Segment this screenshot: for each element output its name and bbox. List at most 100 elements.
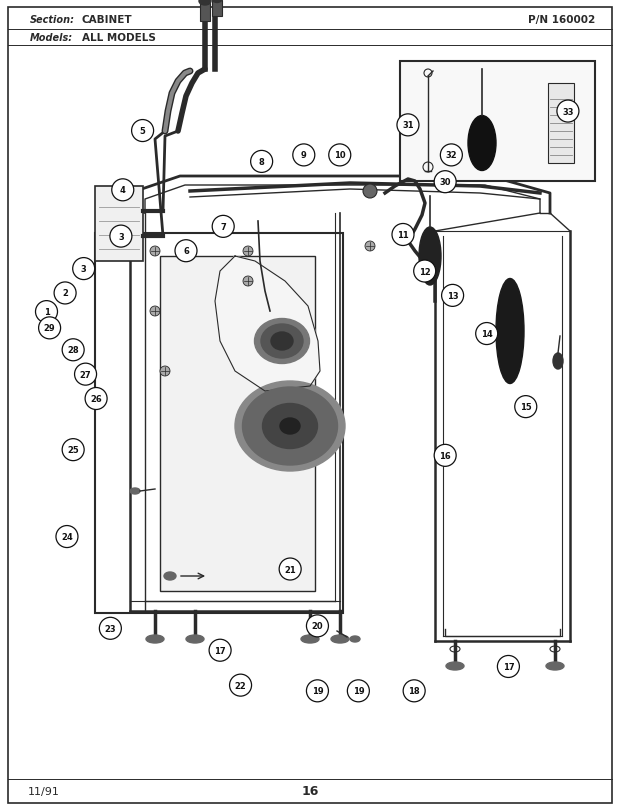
Text: 13: 13 (447, 291, 458, 301)
Ellipse shape (164, 573, 176, 581)
Bar (548, 84, 574, 164)
Text: 33: 33 (562, 107, 574, 117)
Circle shape (229, 674, 252, 697)
Bar (200, 4, 210, 22)
Text: 14: 14 (481, 329, 492, 339)
Ellipse shape (212, 0, 222, 3)
Ellipse shape (496, 279, 524, 384)
Ellipse shape (419, 228, 441, 285)
Ellipse shape (280, 418, 300, 435)
Circle shape (365, 242, 375, 251)
Text: 5: 5 (140, 127, 146, 136)
Text: 10: 10 (334, 151, 345, 161)
Circle shape (306, 615, 329, 637)
Circle shape (56, 526, 78, 548)
Polygon shape (215, 257, 320, 392)
Circle shape (397, 114, 419, 137)
Ellipse shape (301, 635, 319, 643)
Text: 32: 32 (446, 151, 457, 161)
Circle shape (476, 323, 498, 345)
Text: 11: 11 (397, 230, 409, 240)
Circle shape (99, 617, 122, 640)
Text: 1: 1 (43, 307, 50, 317)
Text: 9: 9 (301, 151, 307, 161)
Ellipse shape (553, 354, 563, 370)
Text: 24: 24 (61, 532, 73, 542)
Ellipse shape (546, 663, 564, 670)
Text: 16: 16 (440, 451, 451, 461)
Circle shape (54, 282, 76, 305)
Circle shape (160, 367, 170, 376)
Text: 8: 8 (259, 157, 265, 167)
Circle shape (392, 224, 414, 247)
Text: Section:: Section: (30, 15, 75, 25)
Text: 16: 16 (301, 784, 319, 797)
Text: 22: 22 (235, 680, 246, 690)
Circle shape (515, 396, 537, 418)
Circle shape (293, 144, 315, 167)
Circle shape (212, 216, 234, 238)
Circle shape (110, 225, 132, 248)
Ellipse shape (262, 404, 317, 449)
Circle shape (131, 120, 154, 143)
Text: 19: 19 (353, 686, 364, 696)
Text: CABINET: CABINET (82, 15, 133, 25)
Text: ALL MODELS: ALL MODELS (82, 33, 156, 43)
Circle shape (557, 101, 579, 123)
Text: 19: 19 (312, 686, 323, 696)
Text: P/N 160002: P/N 160002 (528, 15, 595, 25)
Text: 31: 31 (402, 121, 414, 131)
Ellipse shape (186, 635, 204, 643)
Circle shape (175, 240, 197, 263)
Text: 12: 12 (419, 267, 430, 277)
Ellipse shape (468, 116, 496, 171)
Bar (95, 234, 343, 613)
Text: 17: 17 (215, 646, 226, 655)
Circle shape (74, 363, 97, 386)
Circle shape (38, 317, 61, 340)
Circle shape (279, 558, 301, 581)
Text: 18: 18 (409, 686, 420, 696)
Circle shape (403, 680, 425, 702)
Circle shape (363, 185, 377, 199)
Circle shape (112, 179, 134, 202)
Ellipse shape (350, 636, 360, 642)
Ellipse shape (271, 333, 293, 350)
Circle shape (243, 277, 253, 286)
Ellipse shape (254, 319, 309, 364)
Text: 6: 6 (183, 247, 189, 256)
Ellipse shape (242, 388, 337, 466)
Circle shape (73, 258, 95, 281)
Circle shape (150, 307, 160, 316)
Bar (160, 257, 315, 591)
Circle shape (62, 439, 84, 461)
Text: 26: 26 (91, 394, 102, 404)
Text: 23: 23 (105, 624, 116, 633)
Text: 27: 27 (80, 370, 91, 380)
Ellipse shape (130, 488, 140, 495)
Circle shape (35, 301, 58, 324)
Ellipse shape (446, 663, 464, 670)
Circle shape (250, 151, 273, 174)
Text: 11/91: 11/91 (28, 786, 60, 796)
Ellipse shape (261, 324, 303, 358)
Bar (212, 1, 222, 17)
Circle shape (243, 247, 253, 257)
Text: 25: 25 (68, 445, 79, 455)
Ellipse shape (331, 635, 349, 643)
Circle shape (434, 171, 456, 194)
Text: 4: 4 (120, 186, 126, 195)
Bar (400, 62, 595, 182)
Circle shape (441, 285, 464, 307)
Text: 7: 7 (220, 222, 226, 232)
Text: 3: 3 (81, 264, 87, 274)
Circle shape (62, 339, 84, 362)
Text: 28: 28 (68, 345, 79, 355)
Circle shape (85, 388, 107, 410)
Text: 21: 21 (285, 564, 296, 574)
Text: 17: 17 (503, 662, 514, 672)
Text: Models:: Models: (30, 33, 73, 43)
Circle shape (434, 444, 456, 467)
Ellipse shape (235, 381, 345, 471)
Bar (95, 187, 143, 262)
